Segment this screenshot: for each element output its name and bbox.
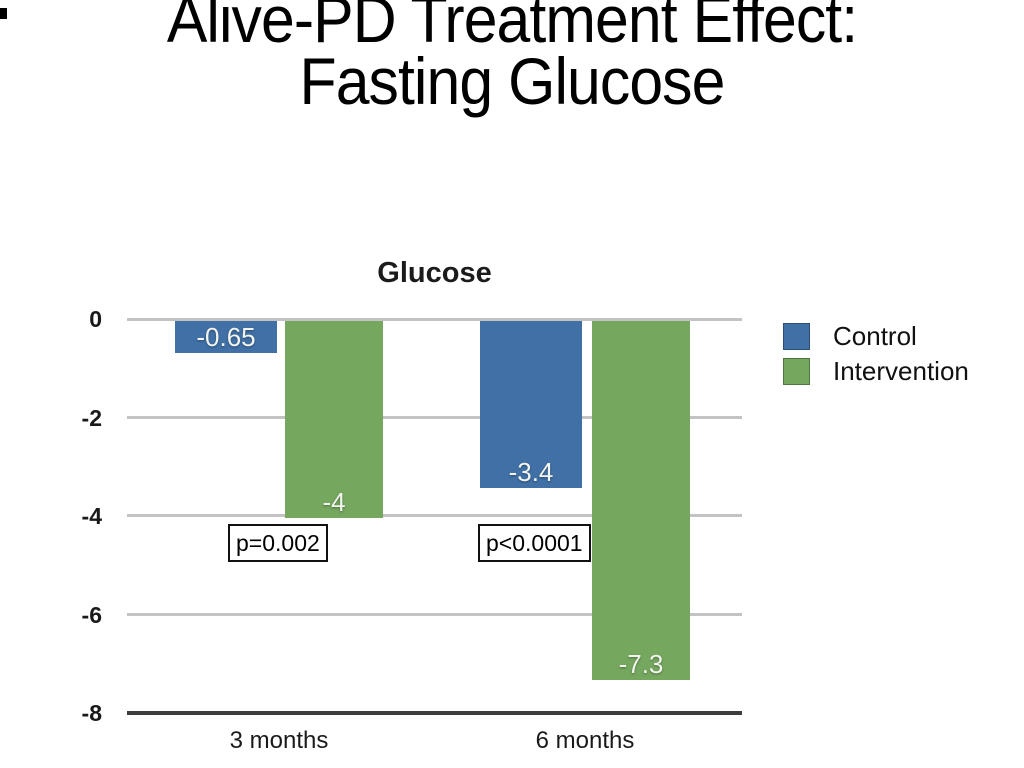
gridline-neg4 (127, 514, 742, 517)
bar-control-6months: -3.4 (480, 321, 582, 488)
bar-control-3months: -0.65 (175, 321, 277, 353)
legend-item-control: Control (783, 321, 969, 351)
legend-label-control: Control (833, 321, 917, 351)
control-color-swatch (783, 323, 810, 350)
intervention-color-swatch (783, 358, 810, 385)
x-label-3months: 3 months (229, 727, 329, 754)
bar-intervention-3months: -4 (285, 321, 383, 518)
slide-title-line2: Fasting Glucose (299, 44, 726, 118)
legend-item-intervention: Intervention (783, 356, 969, 386)
slide-edge-artifact (0, 8, 7, 19)
legend: Control Intervention (783, 321, 969, 393)
y-tick-neg4: -4 (81, 503, 102, 529)
y-tick-neg6: -6 (81, 602, 102, 628)
chart-title: Glucose (377, 257, 492, 289)
slide-title: Alive-PD Treatment Effect: Fasting Gluco… (41, 0, 983, 118)
x-axis-line (127, 711, 742, 715)
bar-intervention-6months: -7.3 (592, 321, 690, 680)
y-tick-neg2: -2 (81, 405, 102, 431)
bar-value-label: -4 (322, 487, 346, 517)
bar-value-label: -3.4 (508, 457, 554, 487)
bar-value-label: -0.65 (196, 322, 256, 352)
y-tick-neg8: -8 (81, 700, 102, 726)
bar-value-label: -7.3 (618, 649, 664, 679)
gridline-neg2 (127, 416, 742, 419)
plot-area: -0.65 -4 -3.4 -7.3 (127, 318, 742, 715)
p-value-box-6months: p<0.0001 (478, 524, 591, 562)
legend-label-intervention: Intervention (833, 356, 969, 386)
gridline-0 (127, 318, 742, 321)
slide-title-line1: Alive-PD Treatment Effect: (166, 0, 858, 56)
p-value-box-3months: p=0.002 (228, 524, 328, 562)
gridline-neg6 (127, 613, 742, 616)
y-tick-0: 0 (89, 306, 102, 332)
x-label-6months: 6 months (535, 727, 635, 754)
